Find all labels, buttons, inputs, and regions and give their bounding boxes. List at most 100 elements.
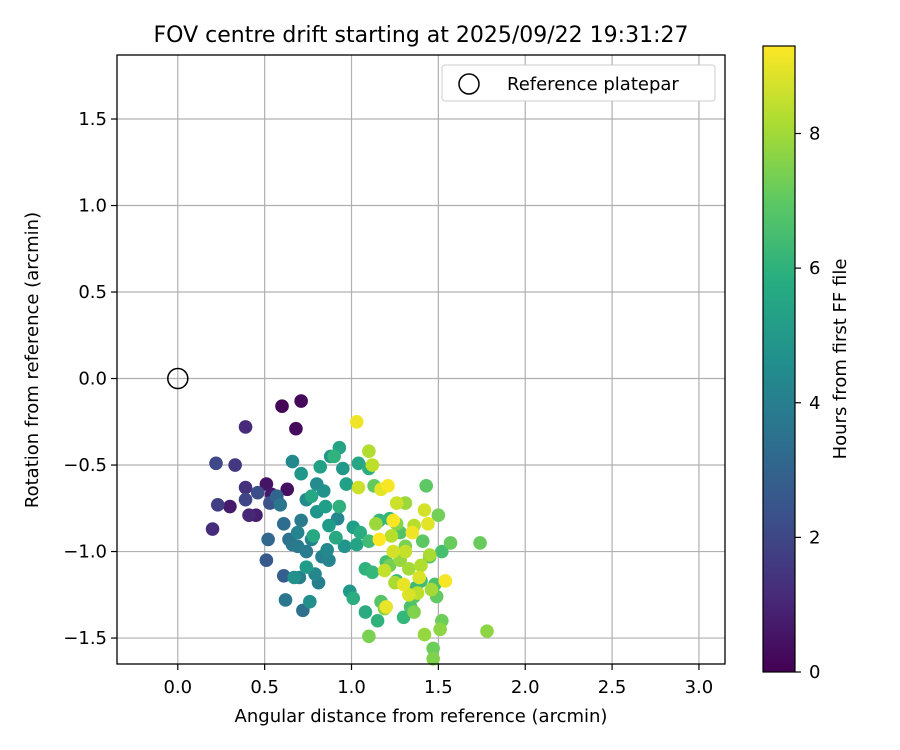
data-point [424,582,439,597]
data-point [294,513,308,528]
legend-label: Reference platepar [507,74,679,95]
x-tick-label: 0.0 [163,677,192,698]
data-point [322,518,336,533]
data-point [289,421,303,436]
data-point [294,394,308,408]
data-point [402,587,416,602]
data-point [431,508,446,523]
reference-point [167,367,189,390]
data-point [316,484,331,498]
data-point [228,458,242,472]
x-tick-label: 3.0 [685,677,714,698]
legend: Reference platepar [441,64,716,102]
data-point [349,414,364,429]
legend-marker [458,73,480,95]
colorbar-tick-label: 0 [809,662,820,683]
x-axis-label: Angular distance from reference (arcmin) [235,706,608,727]
data-point [417,627,432,642]
data-point [417,503,432,517]
data-point [259,553,274,567]
y-tick-label: 0.0 [78,369,107,390]
colorbar [762,45,796,673]
data-point [299,560,314,574]
data-point [346,591,361,606]
reference-marker [167,367,189,390]
data-point [473,536,487,550]
data-point [306,529,321,543]
data-point [238,420,253,434]
data-point [280,482,295,497]
legend-box [441,64,716,102]
data-point [443,536,458,550]
data-point [337,539,352,554]
data-point [250,485,265,500]
data-point [205,522,220,536]
data-point [365,458,380,472]
data-point [369,517,383,531]
data-point [327,449,341,464]
data-point [372,532,387,547]
data-point [299,544,314,559]
data-point [339,477,354,491]
data-point [433,622,447,637]
data-point [405,525,420,540]
data-point [238,480,253,495]
data-point [402,562,416,576]
data-point [438,574,453,588]
chart-title: FOV centre drift starting at 2025/09/22 … [154,23,689,48]
grid [117,55,725,664]
data-point [238,492,253,507]
y-tick-label: −1.5 [63,628,107,649]
data-point [209,456,223,471]
data-point [422,548,437,562]
x-tick-label: 1.5 [424,677,453,698]
data-point [223,499,237,514]
data-point [435,544,449,559]
data-point [398,544,413,559]
y-tick-label: 1.5 [78,109,107,130]
x-tick-label: 0.5 [250,677,279,698]
data-point [287,570,301,585]
data-point [480,624,494,638]
data-point [421,517,435,531]
y-tick-label: 1.0 [78,196,107,217]
colorbar-tick-label: 6 [809,258,820,279]
colorbar-tick-label: 4 [809,393,820,414]
data-point [353,525,368,540]
data-point [320,543,334,557]
data-point [275,399,289,414]
data-point [386,513,401,528]
plot-frame [116,54,726,665]
colorbar-label: Hours from first FF file [830,259,851,460]
data-point [415,534,430,548]
data-point [273,498,288,512]
x-tick-label: 2.0 [511,677,540,698]
data-point [362,629,376,644]
data-point [414,558,428,573]
data-point [381,478,395,493]
data-point [386,544,401,559]
y-tick-label: 0.5 [78,282,107,303]
data-point [261,532,275,547]
data-point [419,478,434,493]
data-point [358,605,373,619]
data-point [278,593,293,607]
data-point [407,605,421,619]
data-point [313,459,328,474]
data-point [396,610,411,625]
data-point [412,570,427,585]
data-point [377,563,392,578]
data-point [329,530,343,545]
data-point [389,496,404,510]
x-tick-label: 2.5 [598,677,627,698]
colorbar-tick-label: 2 [809,527,820,548]
data-point [426,652,440,666]
data-point [322,553,336,567]
data-point [426,641,440,656]
data-point [365,565,380,580]
colorbar-tick-label: 8 [809,124,820,145]
x-axis-ticks: 0.0 0.5 1.0 1.5 2.0 2.5 3.0 [163,664,713,698]
x-tick-label: 1.0 [337,677,366,698]
data-point [210,498,225,512]
